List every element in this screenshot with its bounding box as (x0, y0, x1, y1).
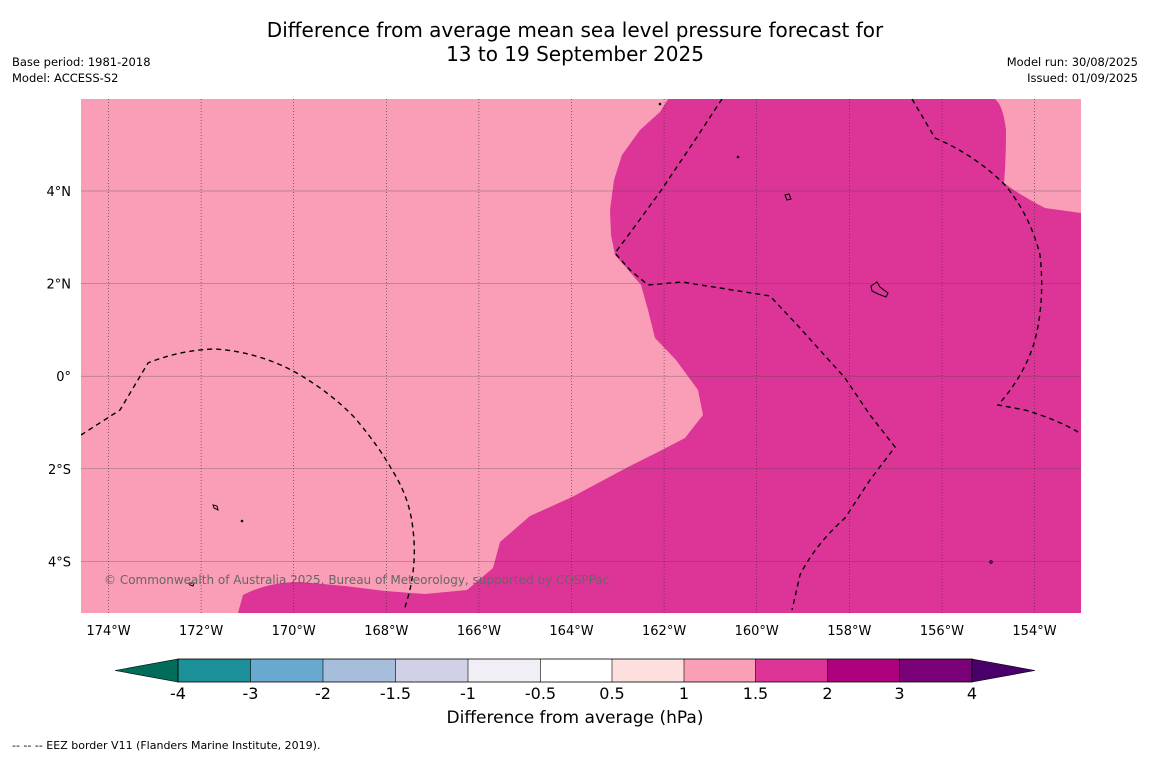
colorbar-extend-low (114, 658, 179, 683)
colorbar-tick-label: 4 (967, 684, 977, 703)
model-run: Model run: 30/08/2025 (1006, 55, 1138, 69)
island-jarvis (784, 193, 792, 201)
longitude-label: 158°W (827, 624, 871, 639)
island-baker (212, 504, 219, 511)
longitude-label: 160°W (735, 624, 779, 639)
colorbar-bin (540, 659, 612, 682)
colorbar-tick-label: 3 (894, 684, 904, 703)
latitude-label: 2°N (47, 278, 72, 293)
colorbar-title: Difference from average (hPa) (446, 708, 704, 728)
colorbar-tick-label: 0.5 (599, 684, 624, 703)
colorbar-bin (827, 659, 900, 682)
longitude-labels: 174°W 172°W 170°W 168°W 166°W 164°W 162°W 160°W… (86, 624, 1056, 639)
meta-left: Base period: 1981-2018 Model: ACCESS-S2 (12, 54, 151, 86)
colorbar-tick-label: -1.5 (380, 684, 411, 703)
base-period: Base period: 1981-2018 (12, 55, 151, 69)
colorbar-bin (755, 659, 828, 682)
island-north (658, 102, 662, 106)
latitude-labels: 4°N 2°N 0° 2°S 4°S (47, 185, 72, 570)
colorbar-tick-label: 1 (679, 684, 689, 703)
latitude-label: 2°S (48, 463, 71, 478)
colorbar-bin (323, 659, 396, 682)
islands (188, 102, 993, 587)
colorbar-bin (468, 659, 541, 682)
model-name: Model: ACCESS-S2 (12, 71, 119, 85)
longitude-label: 164°W (549, 624, 593, 639)
eez-footnote: -- -- -- EEZ border V11 (Flanders Marine… (12, 739, 321, 752)
map-frame: © Commonwealth of Australia 2025, Bureau… (81, 99, 1081, 613)
island-south (188, 582, 195, 587)
colorbar-tick-label: -4 (170, 684, 186, 703)
colorbar-extend-high (971, 658, 1036, 683)
meta-right: Model run: 30/08/2025 Issued: 01/09/2025 (1007, 54, 1138, 86)
colorbar-tick-label: 2 (822, 684, 832, 703)
colorbar-bin (250, 659, 323, 682)
colorbar-tick-label: -1 (460, 684, 476, 703)
eez-borders (81, 99, 1079, 611)
colorbar-bin (178, 659, 251, 682)
colorbar-bin (899, 659, 972, 682)
latitude-label: 4°N (47, 185, 72, 200)
colorbar-tick-label: -3 (243, 684, 259, 703)
island-kiritimati (870, 281, 889, 298)
island-howland (240, 519, 244, 523)
anomaly-region-1.5-to-2 (238, 99, 1081, 613)
longitude-label: 170°W (272, 624, 316, 639)
map-title: Difference from average mean sea level p… (0, 18, 1150, 66)
copyright-notice: © Commonwealth of Australia 2025, Bureau… (104, 573, 609, 587)
colorbar-tick-label: 1.5 (743, 684, 768, 703)
latitude-label: 4°S (48, 555, 71, 570)
island-small (736, 155, 740, 159)
longitude-label: 174°W (86, 624, 130, 639)
graticule (81, 99, 1081, 613)
colorbar-bin (684, 659, 756, 682)
longitude-label: 168°W (364, 624, 408, 639)
issued-date: Issued: 01/09/2025 (1027, 71, 1138, 85)
colorbar-tick-label: -2 (315, 684, 331, 703)
colorbar: -4 -3 -2 -1.5 -1 -0.5 0.5 1 1.5 2 3 4 (114, 658, 1036, 703)
colorbar-bin (612, 659, 684, 682)
island-malden (989, 560, 993, 564)
colorbar-bin (395, 659, 468, 682)
eez-border-north-central (614, 99, 896, 611)
longitude-label: 172°W (179, 624, 223, 639)
latitude-label: 0° (56, 370, 71, 385)
longitude-label: 154°W (1012, 624, 1056, 639)
title-line-1: Difference from average mean sea level p… (266, 18, 884, 42)
eez-border-east (911, 99, 1079, 433)
longitude-label: 162°W (642, 624, 686, 639)
title-line-2: 13 to 19 September 2025 (446, 42, 704, 66)
colorbar-tick-label: -0.5 (525, 684, 556, 703)
longitude-label: 166°W (457, 624, 501, 639)
longitude-label: 156°W (920, 624, 964, 639)
